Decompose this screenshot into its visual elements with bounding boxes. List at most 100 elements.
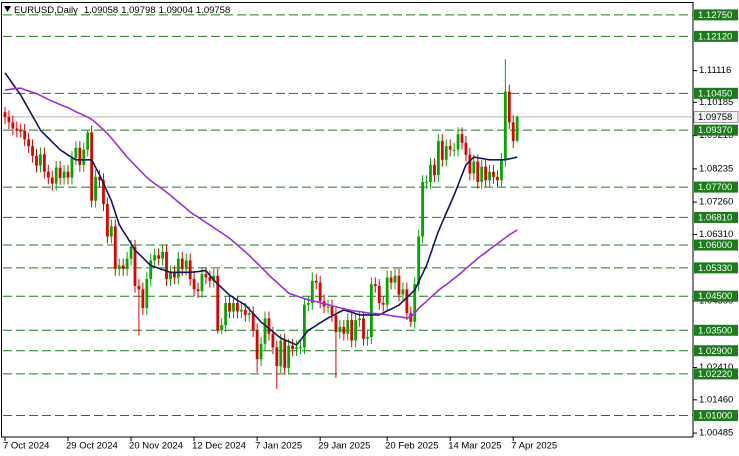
candle-body xyxy=(180,258,184,269)
y-tick-label: 1.02410 xyxy=(699,362,733,373)
candle-body xyxy=(366,337,369,339)
candle-body xyxy=(145,279,149,309)
candle-body xyxy=(188,260,192,280)
candle-body xyxy=(161,251,164,259)
candle-body xyxy=(492,171,495,177)
candle-body xyxy=(86,132,90,150)
candle-body xyxy=(279,340,283,367)
level-label: 1.02900 xyxy=(698,346,732,357)
level-label: 1.01000 xyxy=(698,411,732,422)
candle-body xyxy=(369,284,373,338)
level-box xyxy=(694,181,738,193)
candle-body xyxy=(436,141,440,176)
x-tick-label: 29 Oct 2024 xyxy=(66,441,118,452)
candle-body xyxy=(42,154,46,172)
candle-body xyxy=(511,122,515,142)
candle-body xyxy=(255,330,259,360)
candle-body xyxy=(141,289,145,309)
candle-body xyxy=(133,246,137,286)
level-label: 1.07700 xyxy=(698,182,732,193)
candle-body xyxy=(334,314,338,332)
x-tick-label: 7 Oct 2024 xyxy=(3,441,49,452)
candle-body xyxy=(291,345,294,350)
x-tick-label: 20 Nov 2024 xyxy=(129,441,183,452)
candle-body xyxy=(78,147,82,165)
candle-body xyxy=(306,303,310,305)
candle-body xyxy=(393,275,397,283)
candle-body xyxy=(421,181,425,237)
candle-body xyxy=(283,340,287,368)
y-tick-label: 1.00485 xyxy=(699,428,733,439)
candle-body xyxy=(54,167,58,184)
level-box xyxy=(694,30,738,42)
candle-body xyxy=(35,155,38,166)
candle-body xyxy=(15,128,19,131)
candle-body xyxy=(401,289,405,295)
moving-average xyxy=(4,87,518,319)
candle-body xyxy=(326,306,330,308)
level-box xyxy=(694,410,738,422)
candle-body xyxy=(153,255,157,261)
candle-body xyxy=(125,258,129,269)
header-icon xyxy=(4,6,11,12)
y-tick-label: 1.10185 xyxy=(699,97,733,108)
candle-body xyxy=(204,274,208,278)
candle-body xyxy=(476,161,480,182)
level-label: 1.12120 xyxy=(698,31,732,42)
candle-body xyxy=(212,275,216,281)
candle-body xyxy=(259,343,263,360)
level-box xyxy=(694,87,738,99)
candle-body xyxy=(303,304,306,348)
candle-body xyxy=(98,176,101,181)
price-box xyxy=(693,111,739,123)
candle-body xyxy=(102,180,105,205)
candle-body xyxy=(330,306,334,315)
candle-body xyxy=(480,166,484,182)
level-label: 1.02220 xyxy=(698,369,732,380)
candle-body xyxy=(358,318,361,321)
level-box xyxy=(694,239,738,251)
candle-body xyxy=(74,147,78,159)
level-box xyxy=(694,9,738,21)
candle-body xyxy=(377,285,381,304)
x-tick-label: 20 Feb 2025 xyxy=(385,441,438,452)
candle-body xyxy=(7,117,11,123)
candle-body xyxy=(429,164,432,182)
x-tick-label: 29 Jan 2025 xyxy=(318,441,370,452)
candle-body xyxy=(440,141,444,160)
level-box xyxy=(694,345,738,357)
candle-body xyxy=(338,326,342,332)
candle-body xyxy=(433,164,436,176)
candle-body xyxy=(228,303,231,312)
candle-body xyxy=(342,326,346,334)
candle-body xyxy=(354,320,358,341)
candle-body xyxy=(31,146,34,156)
candle-body xyxy=(346,320,350,334)
candle-body xyxy=(448,146,452,150)
y-tick-label: 1.01460 xyxy=(699,394,733,405)
candle-body xyxy=(200,274,204,292)
candle-body xyxy=(496,176,499,181)
candle-body xyxy=(106,204,109,237)
candle-body xyxy=(176,258,180,278)
candle-body xyxy=(381,303,385,305)
level-label: 1.10450 xyxy=(698,88,732,99)
candle-body xyxy=(247,313,251,315)
candle-body xyxy=(196,289,200,292)
candle-body xyxy=(27,139,31,147)
candle-body xyxy=(456,134,460,150)
candle-body xyxy=(299,347,302,349)
x-tick-label: 7 Apr 2025 xyxy=(511,441,557,452)
candle-body xyxy=(425,181,428,183)
candle-body xyxy=(66,171,70,178)
candle-body xyxy=(220,325,224,331)
candle-body xyxy=(389,277,393,283)
y-tick-label: 1.11116 xyxy=(699,65,731,76)
candle-body xyxy=(39,154,42,166)
level-box xyxy=(694,262,738,274)
candle-body xyxy=(157,255,161,259)
candle-body xyxy=(117,265,121,269)
candle-body xyxy=(23,130,27,140)
candle-body xyxy=(464,142,468,155)
